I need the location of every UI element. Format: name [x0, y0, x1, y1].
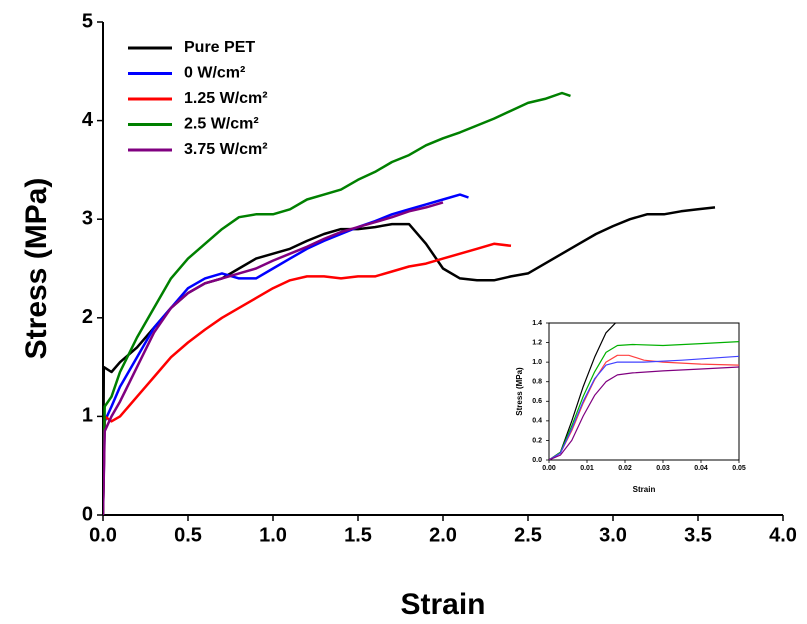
series-line: [103, 91, 571, 515]
x-axis-label: Strain: [633, 485, 656, 494]
x-tick-label: 3.5: [684, 524, 712, 546]
y-tick-label: 5: [82, 10, 93, 32]
plot-frame: [548, 322, 740, 461]
series-line: [103, 242, 512, 515]
series-line: [103, 193, 469, 515]
x-tick-label: 1.5: [344, 524, 372, 546]
y-tick-label: 0.6: [532, 398, 542, 405]
x-axis-label: Strain: [400, 588, 485, 621]
x-tick-label: 0.02: [618, 465, 632, 472]
series-line: [549, 354, 739, 460]
y-tick-label: 0.4: [532, 418, 542, 425]
legend-label: 2.5 W/cm²: [184, 116, 259, 133]
x-tick-label: 0.04: [694, 465, 708, 472]
x-tick-label: 0.01: [580, 465, 594, 472]
plot: 0.0 0.5 1.0 1.5 2.0 2.5 3.0 3.5 4.0 0 1 2 3 4 5 Strain S…: [20, 10, 797, 621]
x-tick-label: 2.0: [429, 524, 457, 546]
series-line: [549, 366, 739, 460]
y-tick-label: 0: [82, 503, 93, 525]
legend-label: 3.75 W/cm²: [184, 141, 268, 158]
y-tick-label: 2: [82, 306, 93, 328]
legend-label: 0 W/cm²: [184, 65, 245, 82]
y-tick-label: 4: [82, 109, 94, 131]
y-tick-label: 1: [82, 405, 93, 427]
y-tick-label: 1.0: [532, 359, 542, 366]
legend-label: 1.25 W/cm²: [184, 90, 268, 107]
series-line: [549, 323, 617, 460]
x-tick-label: 0.00: [542, 465, 556, 472]
x-tick-label: 0.0: [89, 524, 117, 546]
x-tick-label: 0.05: [732, 465, 746, 472]
series-group: [549, 323, 739, 460]
y-axis-label: Stress (MPa): [515, 367, 524, 416]
y-axis-label: Stress (MPa): [20, 178, 53, 360]
series-line: [103, 201, 444, 515]
x-tick-label: 4.0: [769, 524, 797, 546]
series-line: [549, 355, 739, 460]
legend-label: Pure PET: [184, 39, 255, 56]
x-tick-label: 0.03: [656, 465, 670, 472]
y-tick-label: 0.2: [532, 437, 542, 444]
y-tick-label: 1.4: [532, 320, 542, 327]
y-tick-label: 0.0: [532, 457, 542, 464]
plot: 0.00 0.01 0.02 0.03 0.04 0.05 0.0 0.2 0.4 0.6 0.8 1…: [515, 320, 746, 494]
y-tick-label: 1.2: [532, 339, 542, 346]
x-tick-label: 2.5: [514, 524, 542, 546]
y-tick-label: 0.8: [532, 379, 542, 386]
series-group: [103, 91, 716, 515]
series-line: [549, 341, 739, 460]
x-tick-label: 0.5: [174, 524, 202, 546]
y-tick-label: 3: [82, 207, 93, 229]
x-tick-label: 3.0: [599, 524, 627, 546]
x-tick-label: 1.0: [259, 524, 287, 546]
